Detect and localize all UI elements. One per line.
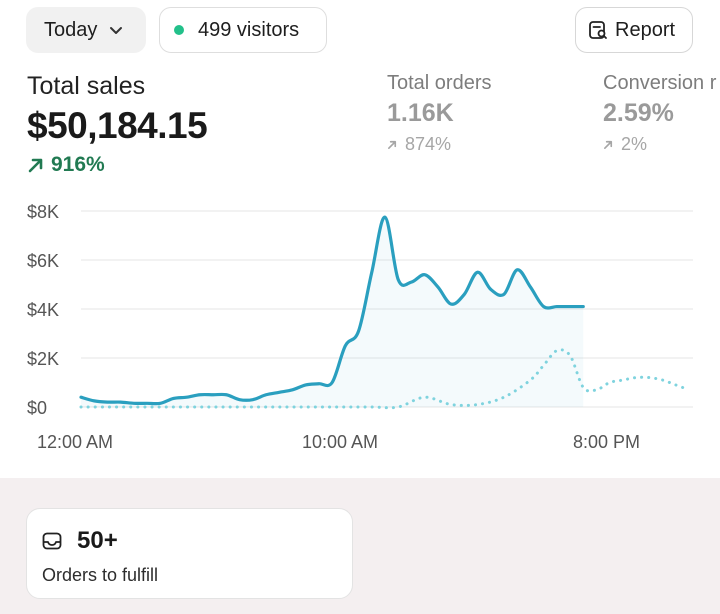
- total-orders-metric[interactable]: Total orders 1.16K 874%: [387, 72, 492, 155]
- y-tick-label: $2K: [27, 349, 59, 369]
- arrow-up-right-icon: [388, 140, 397, 149]
- x-tick-label: 8:00 PM: [573, 432, 640, 452]
- orders-to-fulfill-card[interactable]: 50+ Orders to fulfill: [26, 508, 353, 599]
- date-range-button[interactable]: Today: [26, 7, 146, 53]
- conversion-metric[interactable]: Conversion r 2.59% 2%: [603, 72, 716, 155]
- x-tick-label: 12:00 AM: [37, 432, 113, 452]
- total-orders-delta: 874%: [387, 134, 492, 155]
- y-tick-label: $0: [27, 398, 47, 418]
- sales-overview-card: Today 499 visitors Report Total sales $5…: [0, 0, 720, 465]
- report-button[interactable]: Report: [575, 7, 693, 53]
- x-tick-label: 10:00 AM: [302, 432, 378, 452]
- fulfill-label: Orders to fulfill: [42, 565, 159, 585]
- y-tick-label: $6K: [27, 251, 59, 271]
- total-orders-delta-value: 874%: [405, 134, 452, 154]
- fulfill-count: 50+: [77, 527, 118, 554]
- total-sales-label: Total sales: [27, 72, 146, 100]
- visitors-label: 499 visitors: [198, 18, 300, 41]
- series-today-area: [81, 217, 584, 407]
- arrow-up-right-icon: [28, 158, 43, 173]
- conversion-delta-value: 2%: [621, 134, 648, 154]
- report-label: Report: [615, 18, 676, 41]
- total-sales-delta-value: 916%: [51, 153, 105, 176]
- conversion-label: Conversion r: [603, 72, 717, 94]
- series-today-line: [79, 215, 585, 406]
- y-tick-label: $4K: [27, 300, 59, 320]
- total-sales-value: $50,184.15: [27, 105, 208, 146]
- report-search-icon: [589, 21, 607, 39]
- live-visitors-button[interactable]: 499 visitors: [159, 7, 327, 53]
- arrow-up-right-icon: [604, 140, 613, 149]
- conversion-value: 2.59%: [603, 99, 674, 127]
- conversion-delta: 2%: [603, 134, 716, 155]
- total-orders-label: Total orders: [387, 72, 492, 94]
- toolbar: Today 499 visitors Report: [0, 0, 720, 60]
- y-tick-label: $8K: [27, 202, 59, 222]
- date-range-label: Today: [44, 18, 98, 41]
- total-sales-metric[interactable]: Total sales $50,184.15 916%: [27, 72, 208, 177]
- sales-line-chart[interactable]: $8K $6K $4K $2K $0 12:00 AM 10:00 AM 8:00 PM: [0, 190, 720, 465]
- chevron-down-icon: [110, 27, 123, 34]
- total-sales-delta: 916%: [27, 153, 207, 177]
- total-orders-value: 1.16K: [387, 99, 454, 127]
- live-status-dot-icon: [174, 25, 184, 35]
- inbox-icon: [42, 532, 62, 550]
